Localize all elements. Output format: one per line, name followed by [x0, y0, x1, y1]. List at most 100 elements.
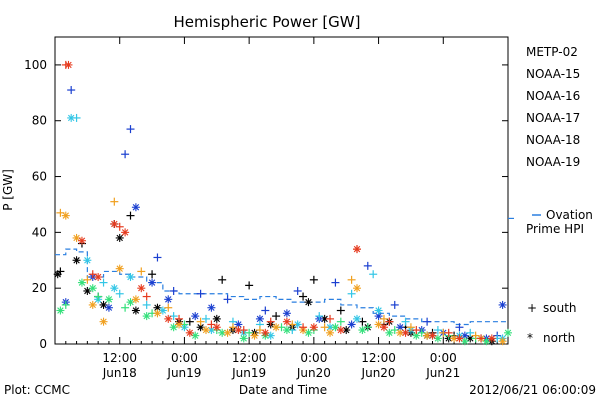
point-north [56, 306, 65, 315]
point-north [266, 331, 275, 340]
point-south [336, 317, 345, 326]
point-north [169, 323, 178, 332]
point-north [131, 203, 140, 212]
point-south [326, 314, 335, 323]
y-axis-label: P [GW] [1, 169, 15, 211]
point-south [455, 323, 464, 332]
point-north [353, 284, 361, 293]
point-north [304, 298, 313, 307]
point-north [212, 323, 221, 332]
point-south [99, 278, 108, 287]
point-north [67, 113, 76, 122]
y-tick-label: 40 [32, 225, 47, 239]
point-north [504, 328, 512, 337]
point-south [148, 270, 157, 279]
legend-noaa19: NOAA-19 [526, 155, 580, 169]
footer-left: Plot: CCMC [4, 383, 70, 397]
point-north [202, 326, 210, 335]
point-north [374, 306, 383, 315]
point-north [88, 284, 97, 293]
point-south [309, 275, 318, 284]
series-noaa-15 [61, 86, 507, 343]
point-south [423, 317, 432, 326]
point-north [347, 320, 356, 329]
ovation-hpi-path [55, 248, 508, 326]
point-north [104, 303, 113, 312]
point-north [191, 331, 200, 340]
point-south [169, 286, 178, 295]
point-south [202, 314, 210, 323]
point-north [487, 334, 496, 343]
point-north [164, 314, 173, 323]
point-north [207, 303, 216, 312]
point-north [455, 334, 464, 343]
point-north [336, 326, 345, 335]
point-south [196, 317, 205, 326]
axis-ticks: 02040608010012:00Jun180:00Jun1912:00Jun1… [24, 37, 508, 380]
ovation-legend-line1: Ovation [546, 208, 593, 222]
point-south [477, 334, 486, 343]
point-south [126, 211, 135, 220]
point-north [185, 328, 194, 337]
point-north [137, 284, 146, 293]
point-north [272, 323, 281, 332]
point-north [131, 295, 140, 304]
point-north [309, 323, 318, 332]
marker-plus-symbol: + [527, 301, 537, 315]
point-south [363, 261, 372, 270]
point-north [234, 320, 243, 329]
point-north [223, 328, 232, 337]
point-north [385, 328, 394, 337]
legend-noaa17: NOAA-17 [526, 111, 580, 125]
marker-north-label: north [543, 331, 575, 345]
series-noaa-16 [67, 113, 507, 343]
point-north [53, 270, 62, 279]
point-north [218, 328, 227, 337]
point-north [99, 317, 108, 326]
data-points [53, 60, 512, 346]
point-south [369, 270, 378, 279]
series-noaa-18 [56, 197, 507, 346]
point-north [121, 228, 130, 237]
point-north [498, 337, 507, 346]
x-tick-time: 12:00 [102, 351, 137, 365]
x-tick-time: 0:00 [171, 351, 198, 365]
point-north [353, 245, 361, 254]
x-tick-day: Jun18 [102, 366, 137, 380]
point-north [83, 256, 92, 265]
point-south [67, 86, 76, 95]
point-south [142, 292, 151, 301]
point-north [83, 286, 92, 295]
point-south [444, 328, 453, 337]
point-south [137, 267, 146, 276]
point-north [428, 331, 437, 340]
point-north [401, 328, 410, 337]
legend: METP-02 NOAA-15 NOAA-16 NOAA-17 NOAA-18 … [526, 45, 593, 345]
legend-noaa18: NOAA-18 [526, 133, 580, 147]
point-south [121, 150, 130, 159]
x-tick-day: Jun19 [166, 366, 201, 380]
point-south [94, 292, 103, 301]
point-south [347, 275, 356, 284]
marker-star-symbol: * [527, 331, 533, 345]
point-south [121, 303, 130, 312]
point-north [326, 328, 335, 337]
point-south [299, 292, 308, 301]
point-north [212, 314, 221, 323]
x-tick-day: Jun19 [231, 366, 266, 380]
point-north [94, 273, 103, 282]
point-south [385, 317, 394, 326]
point-south [61, 300, 70, 309]
point-north [282, 317, 291, 326]
point-north [110, 284, 119, 293]
plot-frame [54, 36, 509, 345]
point-north [104, 295, 113, 304]
series-noaa-19 [61, 60, 496, 343]
point-south [83, 275, 92, 284]
point-south [153, 253, 162, 262]
point-south [185, 317, 194, 326]
y-tick-label: 80 [32, 114, 47, 128]
point-south [223, 295, 232, 304]
point-north [255, 314, 264, 323]
